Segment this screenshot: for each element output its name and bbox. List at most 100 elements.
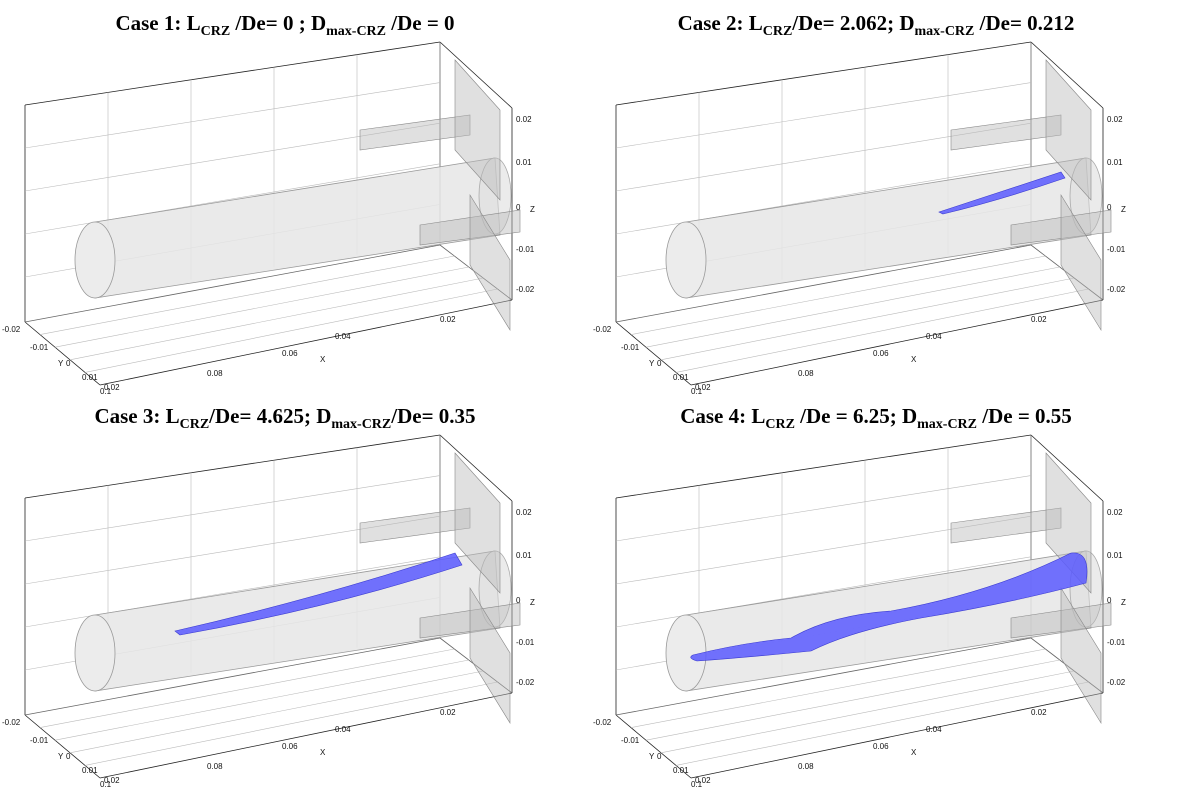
z-tick-label: 0.01	[1107, 158, 1123, 167]
title-part: /De = 0.55	[977, 404, 1072, 428]
x-tick-label: 0.04	[926, 725, 942, 734]
y-axis-label: Y	[649, 359, 655, 368]
fin	[454, 59, 501, 201]
panel: Case 4: LCRZ /De = 6.25; Dmax-CRZ /De = …	[593, 404, 1126, 789]
y-tick-label: 0.02	[695, 383, 711, 392]
y-tick-label: 0	[657, 359, 662, 368]
z-tick-label: 0	[516, 203, 521, 212]
z-tick-label: 0.01	[1107, 551, 1123, 560]
panel-title: Case 2: LCRZ/De= 2.062; Dmax-CRZ /De= 0.…	[678, 11, 1075, 39]
box-line	[645, 266, 1060, 348]
box-line	[1030, 637, 1104, 694]
z-tick-label: 0	[516, 596, 521, 605]
box-line	[645, 659, 1060, 741]
box-line	[24, 515, 441, 585]
recirculation-zone	[174, 552, 463, 636]
y-tick-label: 0.02	[695, 776, 711, 785]
z-tick-label: 0.02	[516, 115, 532, 124]
z-tick-label: -0.01	[1107, 638, 1126, 647]
cylinder-end	[74, 614, 116, 692]
x-axis-label: X	[911, 355, 917, 364]
box-line	[54, 659, 469, 741]
box-line	[615, 714, 692, 779]
box-line	[39, 255, 455, 335]
x-tick-label: 0.02	[1031, 315, 1047, 324]
z-axis-label: Z	[1121, 598, 1126, 607]
box-line	[660, 277, 1075, 361]
y-axis-label: Y	[58, 359, 64, 368]
cylinder-end	[74, 221, 116, 299]
y-tick-label: 0.01	[82, 766, 98, 775]
box-line	[24, 82, 441, 149]
box-line	[39, 648, 455, 728]
panel-title: Case 4: LCRZ /De = 6.25; Dmax-CRZ /De = …	[680, 404, 1072, 432]
x-tick-label: 0.04	[335, 332, 351, 341]
box-line	[24, 434, 441, 499]
box-line	[24, 41, 441, 106]
x-tick-label: 0.08	[207, 762, 223, 771]
box-line	[84, 681, 498, 766]
box-line	[615, 321, 692, 386]
z-tick-label: -0.02	[1107, 285, 1126, 294]
box-line	[1030, 41, 1104, 109]
x-tick-label: 0.04	[335, 725, 351, 734]
fin	[359, 114, 471, 151]
x-tick-label: 0.08	[207, 369, 223, 378]
z-tick-label: 0	[1107, 203, 1112, 212]
x-tick-label: 0.02	[1031, 708, 1047, 717]
subscript: CRZ	[765, 417, 795, 432]
y-tick-label: 0.01	[673, 766, 689, 775]
y-tick-label: -0.01	[621, 343, 640, 352]
box-line	[99, 692, 513, 779]
panel-title: Case 1: LCRZ /De= 0 ; Dmax-CRZ /De = 0	[115, 11, 454, 39]
z-tick-label: 0.01	[516, 551, 532, 560]
box-line	[615, 122, 1032, 192]
x-tick-label: 0.02	[440, 315, 456, 324]
title-part: Case 1: L	[115, 11, 200, 35]
x-tick-label: 0.08	[798, 369, 814, 378]
recirculation-zone	[938, 171, 1066, 215]
fin	[469, 586, 511, 725]
y-tick-label: -0.02	[2, 718, 21, 727]
y-tick-label: -0.02	[593, 325, 612, 334]
x-axis-label: X	[320, 355, 326, 364]
subscript: CRZ	[180, 417, 210, 432]
box-line	[84, 288, 498, 373]
title-part: /De= 0.35	[390, 404, 475, 428]
subscript: max-CRZ	[331, 417, 391, 432]
box-line	[24, 321, 101, 386]
x-tick-label: 0.1	[100, 387, 112, 396]
y-tick-label: 0	[657, 752, 662, 761]
box-line	[615, 475, 1032, 542]
subscript: max-CRZ	[917, 417, 977, 432]
y-tick-label: -0.01	[621, 736, 640, 745]
recirculation-zone	[690, 552, 1088, 662]
z-tick-label: -0.02	[1107, 678, 1126, 687]
z-tick-label: 0.02	[1107, 508, 1123, 517]
y-tick-label: 0.01	[673, 373, 689, 382]
y-tick-label: 0.02	[104, 383, 120, 392]
y-axis-label: Y	[649, 752, 655, 761]
y-tick-label: 0	[66, 752, 71, 761]
box-line	[615, 244, 1032, 323]
z-axis-label: Z	[530, 598, 535, 607]
title-part: /De= 4.625; D	[208, 404, 331, 428]
box-line	[675, 288, 1089, 373]
title-part: /De= 2.062; D	[791, 11, 914, 35]
y-tick-label: 0	[66, 359, 71, 368]
fin	[950, 507, 1062, 544]
y-tick-label: -0.02	[593, 718, 612, 727]
x-tick-label: 0.04	[926, 332, 942, 341]
y-tick-label: -0.02	[2, 325, 21, 334]
z-tick-label: -0.02	[516, 678, 535, 687]
title-part: /De= 0.212	[974, 11, 1074, 35]
z-tick-label: -0.01	[516, 638, 535, 647]
z-tick-label: 0.01	[516, 158, 532, 167]
box-line	[615, 637, 1032, 716]
y-tick-label: -0.01	[30, 736, 49, 745]
x-tick-label: 0.1	[691, 387, 703, 396]
x-tick-label: 0.02	[440, 708, 456, 717]
panel: Case 2: LCRZ/De= 2.062; Dmax-CRZ /De= 0.…	[593, 11, 1126, 396]
x-tick-label: 0.06	[282, 349, 298, 358]
